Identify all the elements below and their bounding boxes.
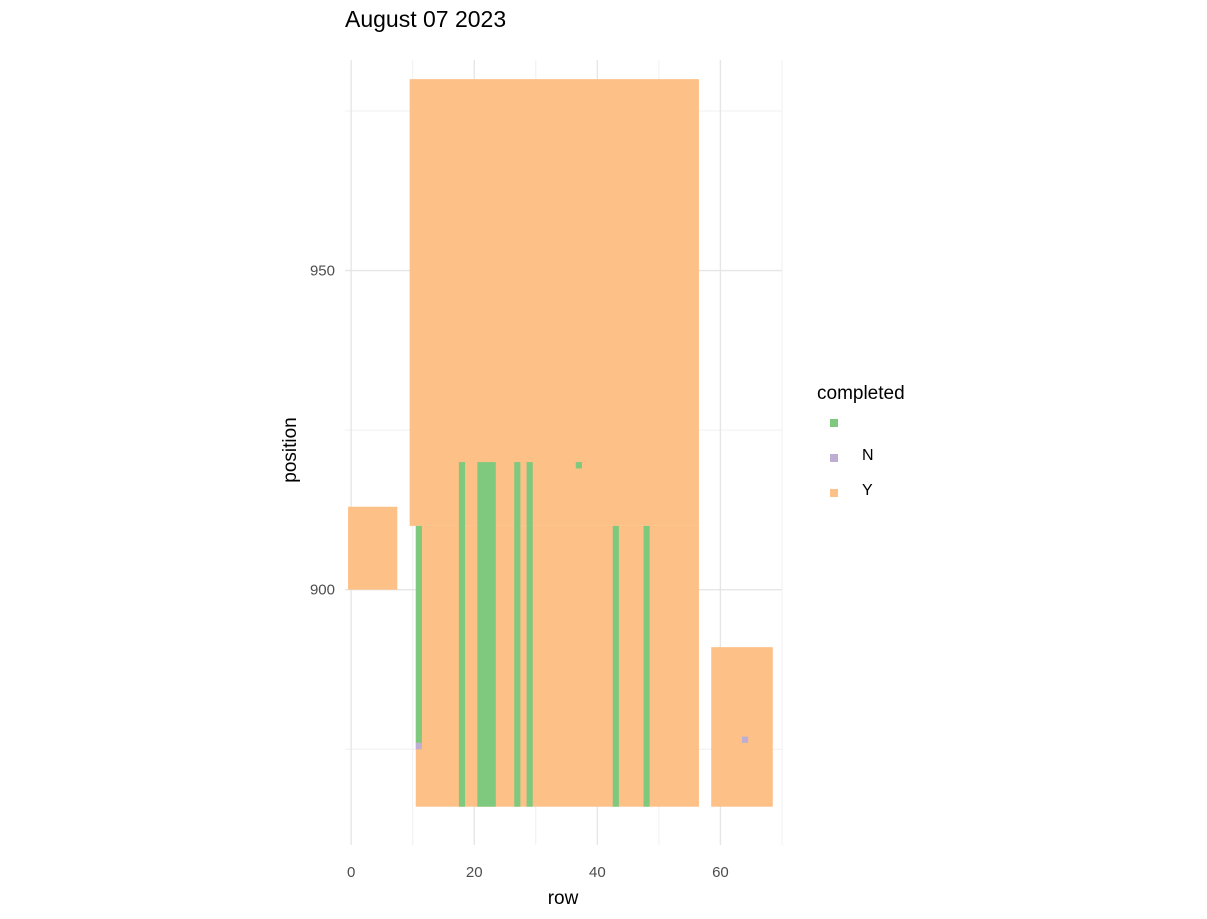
data-tile xyxy=(643,525,650,807)
x-tick-label: 40 xyxy=(589,864,606,881)
y-tick-label: 900 xyxy=(310,582,335,599)
data-tile xyxy=(477,462,496,807)
data-tile xyxy=(514,462,521,807)
legend-key xyxy=(830,454,838,462)
data-tile xyxy=(575,462,582,469)
legend-item xyxy=(817,419,905,454)
x-tick-label: 60 xyxy=(712,864,729,881)
data-tile xyxy=(348,506,398,590)
x-tick-labels: 0 20 40 60 xyxy=(347,864,729,881)
y-tick-label: 950 xyxy=(310,263,335,280)
y-tick-labels: 900 950 xyxy=(310,263,335,599)
data-tile xyxy=(409,79,699,526)
data-tile xyxy=(711,647,773,807)
data-tile xyxy=(415,742,422,750)
x-tick-label: 0 xyxy=(347,864,355,881)
legend-item: N xyxy=(817,447,905,489)
chart-title: August 07 2023 xyxy=(345,6,507,32)
data-tile xyxy=(458,462,466,807)
y-axis-label: position xyxy=(280,417,301,483)
x-tick-label: 20 xyxy=(466,864,483,881)
data-tile xyxy=(612,525,619,807)
data-tile xyxy=(526,462,533,807)
legend-item: Y xyxy=(817,482,905,524)
legend-label: N xyxy=(862,447,874,464)
data-tile xyxy=(415,525,699,807)
legend-key xyxy=(830,419,838,427)
x-axis-label: row xyxy=(548,888,579,909)
data-tiles xyxy=(348,79,773,807)
data-tile xyxy=(741,736,749,743)
legend-label: Y xyxy=(862,482,873,499)
data-tile xyxy=(415,525,422,743)
legend-title: completed xyxy=(817,383,905,404)
legend-key xyxy=(830,489,838,497)
